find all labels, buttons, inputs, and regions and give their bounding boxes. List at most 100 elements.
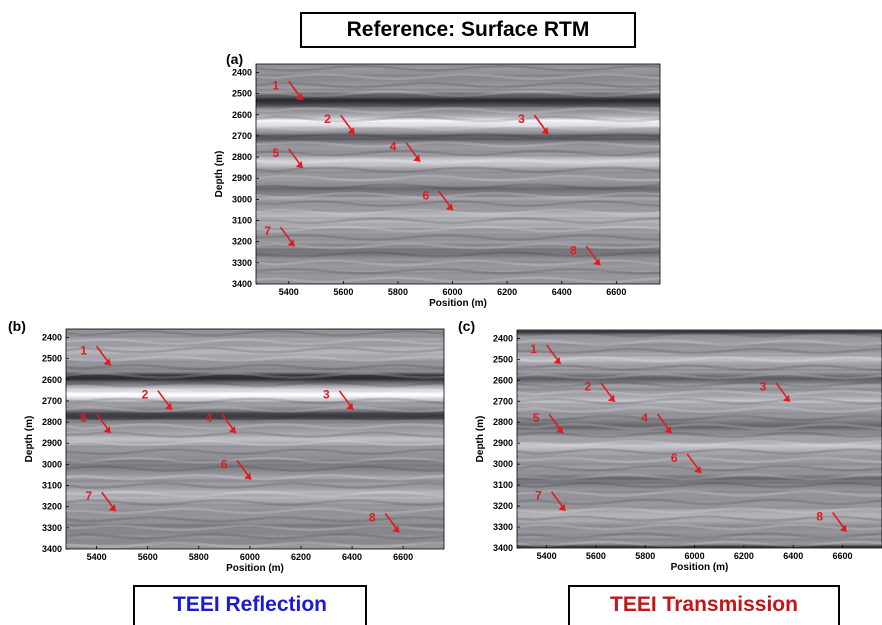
annotation-number: 6 <box>671 451 678 465</box>
y-tick-label: 2600 <box>493 375 513 385</box>
annotation-number: 4 <box>641 411 648 425</box>
texture-streak <box>516 498 882 506</box>
annotation-arrow-head <box>839 524 847 532</box>
transmission-title: TEEI Transmission <box>568 585 840 625</box>
y-axis-label: Depth (m) <box>475 416 486 463</box>
annotation-arrow-head <box>164 402 172 410</box>
texture-streak <box>255 98 661 106</box>
texture-streak <box>65 448 445 456</box>
x-tick-label: 6600 <box>393 552 413 562</box>
annotation-arrow-head <box>108 504 116 512</box>
y-tick-label: 3300 <box>493 522 513 532</box>
annotation-arrow-head <box>553 356 561 364</box>
texture-streak <box>255 149 661 157</box>
annotation-arrow-head <box>347 127 355 135</box>
heatmap-image <box>255 63 661 285</box>
annotation-arrow-head <box>413 154 421 162</box>
x-axis-label: Position (m) <box>429 298 487 309</box>
y-tick-label: 3100 <box>42 481 62 491</box>
annotation-arrow-head <box>103 358 111 366</box>
texture-streak <box>516 389 882 397</box>
texture-streak <box>516 456 882 464</box>
y-tick-label: 2700 <box>42 396 62 406</box>
texture-streak <box>516 330 882 338</box>
x-tick-label: 6000 <box>443 287 463 297</box>
y-tick-label: 3100 <box>232 216 252 226</box>
y-tick-label: 2400 <box>42 332 62 342</box>
annotation-number: 3 <box>760 380 767 394</box>
texture-streak <box>65 405 445 413</box>
x-tick-label: 5600 <box>586 551 606 561</box>
texture-streak <box>516 439 882 447</box>
x-tick-label: 6400 <box>342 552 362 562</box>
texture-streak <box>65 473 445 481</box>
texture-streak <box>255 200 661 207</box>
y-tick-label: 2900 <box>42 438 62 448</box>
texture-streak <box>255 225 661 233</box>
texture-streak <box>255 183 661 191</box>
x-tick-label: 6000 <box>685 551 705 561</box>
annotation-number: 3 <box>518 112 525 126</box>
x-tick-label: 6000 <box>240 552 260 562</box>
annotation-number: 8 <box>816 510 823 524</box>
annotation-number: 6 <box>423 188 430 202</box>
annotation-arrow-head <box>244 472 252 480</box>
texture-streak <box>516 540 882 548</box>
texture-streak <box>65 524 445 532</box>
texture-streak <box>255 217 661 224</box>
texture-streak <box>65 397 445 405</box>
annotation-arrow-head <box>664 426 672 434</box>
y-tick-label: 3100 <box>493 480 513 490</box>
texture-streak <box>516 515 882 523</box>
x-tick-label: 5400 <box>279 287 299 297</box>
texture-streak <box>255 90 661 98</box>
texture-streak <box>255 115 661 123</box>
panel-label-c: (c) <box>458 318 476 334</box>
y-tick-label: 2500 <box>42 354 62 364</box>
annotation-arrow-head <box>228 425 236 433</box>
texture-streak <box>255 276 661 284</box>
texture-streak <box>516 339 882 346</box>
annotation-number: 5 <box>272 146 279 160</box>
texture-streak <box>65 380 445 388</box>
texture-streak <box>255 191 661 199</box>
annotation-number: 5 <box>533 411 540 425</box>
x-tick-label: 5800 <box>388 287 408 297</box>
y-tick-label: 3200 <box>42 502 62 512</box>
texture-streak <box>516 473 882 481</box>
texture-streak <box>255 81 661 89</box>
annotation-arrow-head <box>287 239 295 247</box>
annotation-arrow-head <box>392 525 400 533</box>
texture-streak <box>65 482 445 489</box>
texture-streak <box>65 507 445 515</box>
texture-streak <box>516 406 882 413</box>
annotation-arrow-head <box>541 127 549 135</box>
y-tick-label: 2700 <box>232 131 252 141</box>
texture-streak <box>65 363 445 371</box>
texture-streak <box>255 259 661 267</box>
annotation-number: 8 <box>570 243 577 257</box>
texture-streak <box>255 242 661 250</box>
annotation-arrow-head <box>558 503 566 511</box>
texture-streak <box>516 481 882 489</box>
x-axis-label: Position (m) <box>226 563 284 574</box>
annotation-number: 8 <box>369 510 376 524</box>
x-tick-label: 5800 <box>189 552 209 562</box>
y-tick-label: 3300 <box>232 258 252 268</box>
texture-streak <box>255 208 661 216</box>
x-tick-label: 6200 <box>291 552 311 562</box>
annotation-number: 7 <box>535 489 542 503</box>
texture-streak <box>65 516 445 523</box>
annotation-arrow-head <box>103 425 111 433</box>
heatmap-image <box>65 328 445 550</box>
x-tick-label: 6400 <box>552 287 572 297</box>
annotation-number: 2 <box>324 112 331 126</box>
y-axis-label: Depth (m) <box>24 416 35 463</box>
y-tick-label: 2800 <box>42 417 62 427</box>
texture-streak <box>65 431 445 439</box>
texture-streak <box>65 414 445 422</box>
annotation-arrow-head <box>295 93 303 101</box>
heatmap-image <box>516 329 882 549</box>
